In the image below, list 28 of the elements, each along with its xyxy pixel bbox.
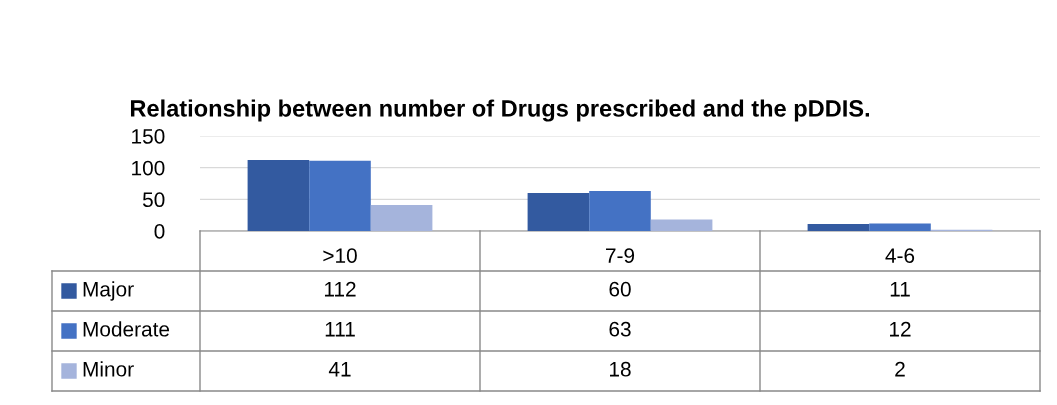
bar <box>807 224 870 231</box>
data-label: 60 <box>609 281 631 297</box>
y-tick-label: 150 <box>132 129 165 144</box>
data-label: 2 <box>895 361 905 377</box>
legend-label: Moderate <box>83 321 170 337</box>
data-label: 12 <box>890 321 911 337</box>
chart-title: Relationship between number of Drugs prescribed and the pDDIS. <box>130 99 870 122</box>
data-label: 41 <box>328 362 351 377</box>
bar <box>370 205 433 231</box>
x-tick-label: >10 <box>323 248 357 263</box>
y-tick-label: 0 <box>154 224 165 239</box>
legend-label: Major <box>83 281 134 301</box>
legend-label: Minor <box>83 361 134 377</box>
x-tick-label: 4-6 <box>885 248 915 263</box>
bar <box>589 191 651 231</box>
data-label: 112 <box>324 281 356 297</box>
data-label: 18 <box>610 361 631 377</box>
data-label: 63 <box>609 321 631 337</box>
bar <box>650 219 713 231</box>
bar <box>527 193 590 231</box>
data-label: 11 <box>890 282 910 297</box>
y-tick-label: 50 <box>142 192 165 208</box>
bar <box>869 223 931 231</box>
data-label: 111 <box>325 322 355 337</box>
x-tick-label: 7-9 <box>606 248 635 263</box>
y-tick-label: 100 <box>132 160 165 176</box>
bar <box>247 160 310 231</box>
bar <box>309 160 371 231</box>
